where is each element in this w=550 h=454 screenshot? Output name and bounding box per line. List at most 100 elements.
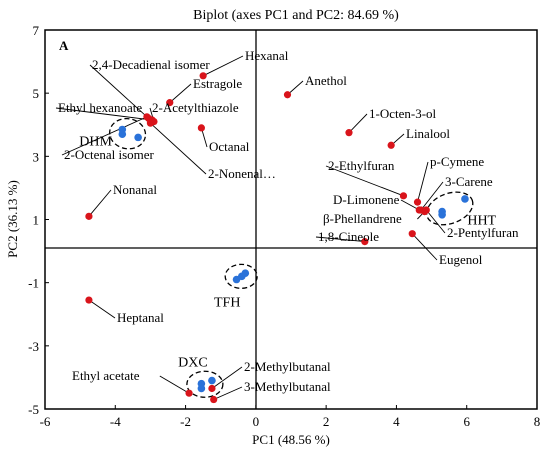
group-ellipse-dhm [109,117,147,150]
group-ellipse-tfh [224,263,258,290]
leader-line [88,299,116,319]
group-ellipses: DHM TFH HHT DXC [79,117,497,398]
leader-line [425,209,446,234]
leader-line [325,165,404,197]
x-tick-label: 0 [253,414,260,429]
variable-label: Anethol [305,73,347,88]
variable-label: Ethyl hexanoate [58,100,142,115]
variable-label: D-Limonene [333,192,400,207]
y-tick-label: 3 [33,149,40,164]
variable-point [85,296,93,304]
y-tick-label: 5 [33,86,40,101]
variable-label: 2-Ethylfuran [328,158,395,173]
variable-label: Eugenol [439,252,483,267]
group-ellipse-dxc [186,370,224,398]
leader-line [89,64,149,119]
variable-point [345,129,353,137]
variable-label: 2-Octenal isomer [64,147,155,162]
variable-label: Octanal [209,139,250,154]
variable-point [185,389,193,397]
variable-point [387,141,395,149]
leader-line [211,366,243,389]
observation-point [134,133,142,142]
variable-label: Heptanal [117,310,164,325]
data-points [85,72,469,404]
variable-point [210,395,218,404]
y-tick-label: -1 [28,276,39,291]
observation-point [461,195,469,203]
variable-label: Linalool [406,126,450,141]
observation-point [118,130,127,139]
leader-line [159,375,190,394]
observation-point [197,384,206,393]
variable-label: 2-Acetylthiazole [152,100,239,115]
plot-frame [44,29,538,410]
variable-point [361,238,369,246]
x-tick-label: 6 [463,414,470,429]
observation-point [438,210,446,219]
x-axis-label: PC1 (48.56 %) [252,432,330,447]
variable-label: 1-Octen-3-ol [369,106,437,121]
variable-label: Estragole [193,76,242,91]
x-tick-label: -2 [180,414,191,429]
variable-label: 3-Carene [445,174,493,189]
variable-label: 2-Methylbutanal [244,359,331,374]
variable-label: β-Phellandrene [323,211,402,226]
variable-label: Hexanal [245,48,289,63]
variable-label: 2-Pentylfuran [447,225,519,240]
variable-label: 2-Nonenal… [208,166,276,181]
leader-line [348,113,368,133]
leader-line [150,122,207,175]
group-label-dxc: DXC [178,355,208,370]
x-tick-label: 2 [323,414,330,429]
variable-point [417,206,425,214]
leader-line [213,386,243,400]
variable-point [146,119,155,127]
group-label-dhm: DHM [79,135,112,150]
variable-point [197,124,205,132]
variable-point [166,99,174,107]
group-ellipse-hht [425,191,474,226]
variable-point [85,212,93,220]
leader-line [417,161,429,203]
leader-line [169,83,192,103]
leader-line [88,189,112,217]
variable-label: Ethyl acetate [72,368,140,383]
group-label-tfh: TFH [214,295,240,310]
y-tick-label: -3 [28,339,39,354]
variable-point [283,91,292,99]
leader-line [61,116,148,156]
variable-label: Nonanal [113,182,157,197]
y-tick-label: 1 [33,213,40,228]
leader-line [420,181,444,211]
group-label-hht: HHT [467,213,496,228]
variable-label: p-Cymene [430,154,484,169]
variable-point [422,206,430,214]
variable-point [199,72,207,80]
panel-label: A [59,38,69,53]
leader-line [55,107,153,121]
x-tick-label: -4 [110,414,121,429]
variable-label: 2,4-Decadienal isomer [92,57,210,72]
x-tick-label: 8 [534,414,541,429]
y-axis-label: PC2 (36.13 %) [5,180,20,258]
x-tick-label: 4 [393,414,400,429]
variable-point [413,198,422,206]
variable-label: 1,8-Cineole [318,229,379,244]
leader-line [202,55,244,77]
variable-label: 3-Methylbutanal [244,379,331,394]
point-labels: Hexanal 2,4-Decadienal isomer Estragole Eth… [58,48,519,394]
y-tick-label: 7 [33,23,40,38]
variable-point [408,230,416,238]
observation-point [208,376,216,385]
y-tick-label: -5 [28,402,39,417]
variable-point [143,113,151,121]
leader-line [411,233,438,261]
variable-point [399,192,408,200]
observation-point [241,269,250,277]
x-tick-label: -6 [40,414,51,429]
leader-line [315,236,365,243]
chart-title: Biplot (axes PC1 and PC2: 84.69 %) [193,8,399,23]
variable-point [208,384,216,393]
